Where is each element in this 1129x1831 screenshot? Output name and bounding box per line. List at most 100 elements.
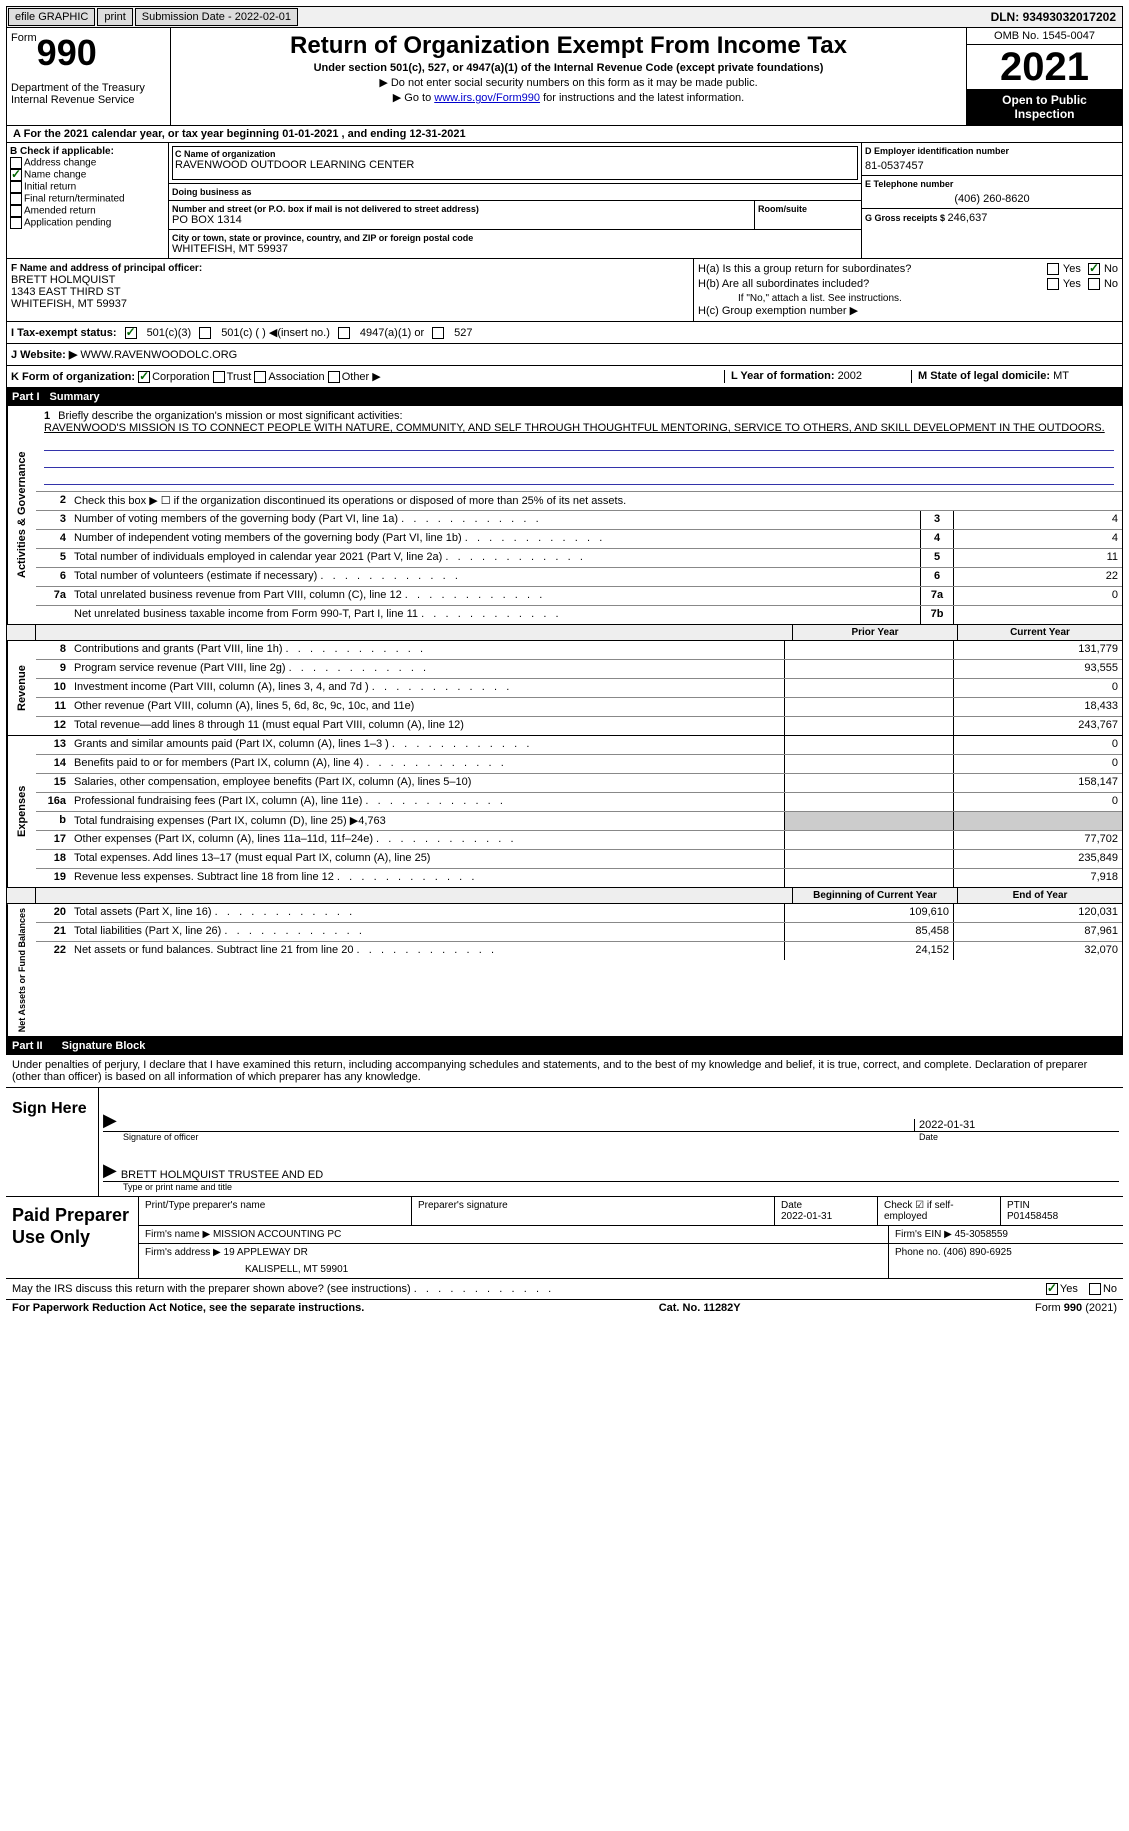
lbl-discuss-yes: Yes [1060,1283,1078,1295]
line1-label: Briefly describe the organization's miss… [58,410,402,422]
phone-label: E Telephone number [865,179,1119,189]
c14: 0 [953,755,1122,773]
c13: 0 [953,736,1122,754]
blank-line [44,470,1114,485]
c17: 77,702 [953,831,1122,849]
year-headers: Prior Year Current Year [7,624,1122,640]
line7a-text: Total unrelated business revenue from Pa… [72,587,920,605]
part1-title: Summary [50,391,100,403]
form-subtitle: Under section 501(c), 527, or 4947(a)(1)… [175,62,962,74]
lbl-corp: Corporation [152,371,209,383]
chk-name-change[interactable] [10,169,22,181]
v6: 22 [953,568,1122,586]
p21: 85,458 [784,923,953,941]
c20: 120,031 [953,904,1122,922]
org-name: RAVENWOOD OUTDOOR LEARNING CENTER [175,159,855,171]
prep-date: 2022-01-31 [781,1211,871,1222]
c-name-label: C Name of organization [175,149,855,159]
side-expenses: Expenses [7,736,36,887]
firm-city: KALISPELL, MT 59901 [145,1264,882,1275]
lbl-amended-return: Amended return [24,206,96,217]
chk-ha-no[interactable] [1088,263,1100,275]
side-net: Net Assets or Fund Balances [7,904,36,1036]
form-word: Form [11,32,37,44]
h-b-note: If "No," attach a list. See instructions… [698,293,1118,304]
lbl-initial-return: Initial return [24,182,76,193]
officer-addr1: 1343 EAST THIRD ST [11,286,689,298]
ptin-value: P01458458 [1007,1211,1117,1222]
chk-527[interactable] [432,327,444,339]
part2-title: Signature Block [62,1040,146,1052]
chk-501c[interactable] [199,327,211,339]
line12-text: Total revenue—add lines 8 through 11 (mu… [72,717,784,735]
irs-link[interactable]: www.irs.gov/Form990 [434,92,540,104]
p22: 24,152 [784,942,953,960]
room-label: Room/suite [758,204,858,214]
chk-final-return[interactable] [10,193,22,205]
chk-discuss-yes[interactable] [1046,1283,1058,1295]
form-header: Form990 Department of the Treasury Inter… [6,28,1123,126]
c22: 32,070 [953,942,1122,960]
l-label: L Year of formation: [731,370,838,382]
lbl-4947: 4947(a)(1) or [360,327,424,339]
section-k: K Form of organization: Corporation Trus… [6,366,1123,388]
v4: 4 [953,530,1122,548]
h-c-label: H(c) Group exemption number ▶ [698,304,1118,317]
line21-text: Total liabilities (Part X, line 26) [72,923,784,941]
v7b [953,606,1122,624]
arrow-icon: ▶ [103,1110,117,1131]
paid-prep-label: Paid Preparer Use Only [6,1197,139,1278]
lbl-501c: 501(c) ( ) ◀(insert no.) [221,326,330,339]
m-value: MT [1053,370,1069,382]
b-label: B Check if applicable: [10,146,165,157]
line7b-text: Net unrelated business taxable income fr… [72,606,920,624]
firm-addr-label: Firm's address ▶ [145,1247,224,1258]
cat-no: Cat. No. 11282Y [659,1302,741,1314]
line10-text: Investment income (Part VIII, column (A)… [72,679,784,697]
part1-label: Part I [12,391,40,403]
chk-4947[interactable] [338,327,350,339]
c9: 93,555 [953,660,1122,678]
chk-trust[interactable] [213,371,225,383]
line16b-text: Total fundraising expenses (Part IX, col… [72,812,784,830]
chk-ha-yes[interactable] [1047,263,1059,275]
chk-corp[interactable] [138,371,150,383]
chk-assoc[interactable] [254,371,266,383]
firm-name-label: Firm's name ▶ [145,1229,213,1240]
chk-initial-return[interactable] [10,181,22,193]
dept-label: Department of the Treasury Internal Reve… [11,82,166,106]
dln-label: DLN: [991,10,1023,24]
lbl-527: 527 [454,327,472,339]
c16a: 0 [953,793,1122,811]
lbl-other: Other ▶ [342,371,381,383]
prep-sig-label: Preparer's signature [412,1197,775,1225]
current-year-header: Current Year [957,625,1122,640]
c18: 235,849 [953,850,1122,868]
note2-suffix: for instructions and the latest informat… [540,92,744,104]
chk-hb-yes[interactable] [1047,278,1059,290]
sig-date: 2022-01-31 [914,1119,1119,1131]
chk-amended-return[interactable] [10,205,22,217]
chk-discuss-no[interactable] [1089,1283,1101,1295]
org-city: WHITEFISH, MT 59937 [172,243,858,255]
chk-501c3[interactable] [125,327,137,339]
chk-app-pending[interactable] [10,217,22,229]
c11: 18,433 [953,698,1122,716]
net-headers: Beginning of Current Year End of Year [7,887,1122,903]
section-i: I Tax-exempt status: 501(c)(3) 501(c) ( … [6,322,1123,344]
prep-name-label: Print/Type preparer's name [139,1197,412,1225]
begin-year-header: Beginning of Current Year [792,888,957,903]
lbl-trust: Trust [227,371,252,383]
f-label: F Name and address of principal officer: [11,263,689,274]
ptin-label: PTIN [1007,1200,1117,1211]
officer-addr2: WHITEFISH, MT 59937 [11,298,689,310]
chk-other[interactable] [328,371,340,383]
line19-text: Revenue less expenses. Subtract line 18 … [72,869,784,887]
print-button[interactable]: print [97,8,132,26]
gross-label: G Gross receipts $ [865,213,948,223]
note2-prefix: ▶ Go to [393,92,434,104]
chk-hb-no[interactable] [1088,278,1100,290]
preparer-block: Paid Preparer Use Only Print/Type prepar… [6,1197,1123,1279]
declaration-text: Under penalties of perjury, I declare th… [6,1055,1123,1088]
c15: 158,147 [953,774,1122,792]
